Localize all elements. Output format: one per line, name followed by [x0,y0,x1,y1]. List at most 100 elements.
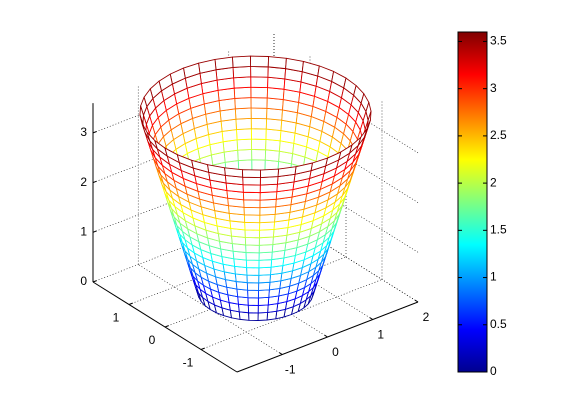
mesh-face [250,107,268,120]
mesh-face [244,221,261,231]
mesh-face [258,236,274,246]
colorbar-tick-label: 2 [490,175,497,189]
mesh-face [236,138,253,151]
y-tick-label: -1 [183,356,194,370]
mesh-face [247,289,259,299]
mesh-face [248,312,259,321]
mesh-face [267,56,287,70]
colorbar-tick-label: 0.5 [490,317,507,331]
mesh-face [243,199,261,209]
mesh-face [235,117,252,130]
mesh-face [258,266,272,276]
mesh-face [244,236,260,246]
colorbar-tick-label: 2.5 [490,128,507,142]
mesh-face [250,97,268,109]
mesh-face [232,66,252,79]
mesh-face [251,148,267,161]
mesh-face [258,259,273,269]
mesh-face [257,296,270,306]
mesh-face [250,128,267,140]
z-tick-label: 2 [80,175,87,189]
mesh-face [246,267,260,276]
z-tick-label: 0 [80,274,87,288]
y-tick [164,325,169,328]
mesh-face [242,191,261,201]
mesh-face [259,221,275,231]
y-tick [128,302,133,305]
mesh-face [265,138,281,152]
mesh-face [244,229,260,239]
mesh-face [259,198,277,209]
mesh-face [224,167,244,178]
mesh-face [259,168,280,179]
mesh-face [233,76,252,89]
mesh-face [233,86,252,99]
mesh-face [246,274,260,284]
x-tick [369,317,374,320]
z-tick-label: 3 [80,125,87,139]
z-tick-label: 1 [80,224,87,238]
mesh-face [259,191,278,201]
mesh-face [234,97,252,110]
mesh-face [257,289,270,299]
x-tick-label: 2 [423,310,430,324]
mesh-face [231,55,252,68]
mesh-face [236,128,252,141]
mesh-face [251,138,267,151]
mesh-face [241,169,262,179]
mesh-face [242,184,261,194]
z-tick [92,180,97,184]
mesh-face [265,118,283,131]
colorbar-ticks: 0 0.5 1 1.5 2 2.5 3 3.5 [458,34,507,378]
colorbar-tick-label: 3 [490,81,497,95]
mesh-face [242,176,261,186]
mesh-face [257,304,269,314]
x-tick-label: 1 [377,328,384,342]
mesh-face [259,206,277,216]
mesh-face [250,66,269,78]
colorbar-tick-label: 1.5 [490,223,507,237]
y-tick-label: 1 [113,311,120,325]
mesh-face [234,107,252,120]
mesh-face [246,282,260,291]
mesh-face [264,149,280,162]
mesh-face [258,251,273,261]
mesh-face [265,128,282,142]
mesh-face [258,228,275,239]
colorbar-tick-label: 3.5 [490,34,507,48]
colorbar-tick-label: 1 [490,270,497,284]
mesh-face [250,86,269,99]
x-tick [414,299,419,303]
mesh-face [249,55,270,68]
x-tick [324,334,328,338]
z-tick [92,280,97,283]
mesh-face [257,311,269,321]
mesh-face [243,214,261,224]
y-tick-label: 0 [149,333,156,347]
mesh [139,55,372,321]
colorbar-tick-label: 0 [490,364,497,378]
mesh-face [258,274,271,284]
mesh-face [247,304,259,314]
mesh-face [250,76,269,89]
mesh-face [237,148,253,162]
x-tick [279,352,283,355]
mesh-face [243,206,261,216]
mesh-face [250,117,268,130]
mesh-face [214,56,234,71]
mesh-face [251,159,266,171]
mesh-face [258,281,271,291]
mesh-face [245,244,260,254]
mesh-face [247,297,259,306]
mesh-face [245,252,260,261]
y-tick [200,347,205,350]
z-tick [92,131,97,134]
x-tick-label: -1 [285,363,296,377]
mesh-face [259,213,276,224]
colorbar [457,31,488,373]
mesh-face [259,183,278,194]
mesh-face [245,259,260,269]
axes: -1 0 1 2 -1 0 1 0 1 2 3 [80,103,430,377]
z-tick [92,230,97,233]
